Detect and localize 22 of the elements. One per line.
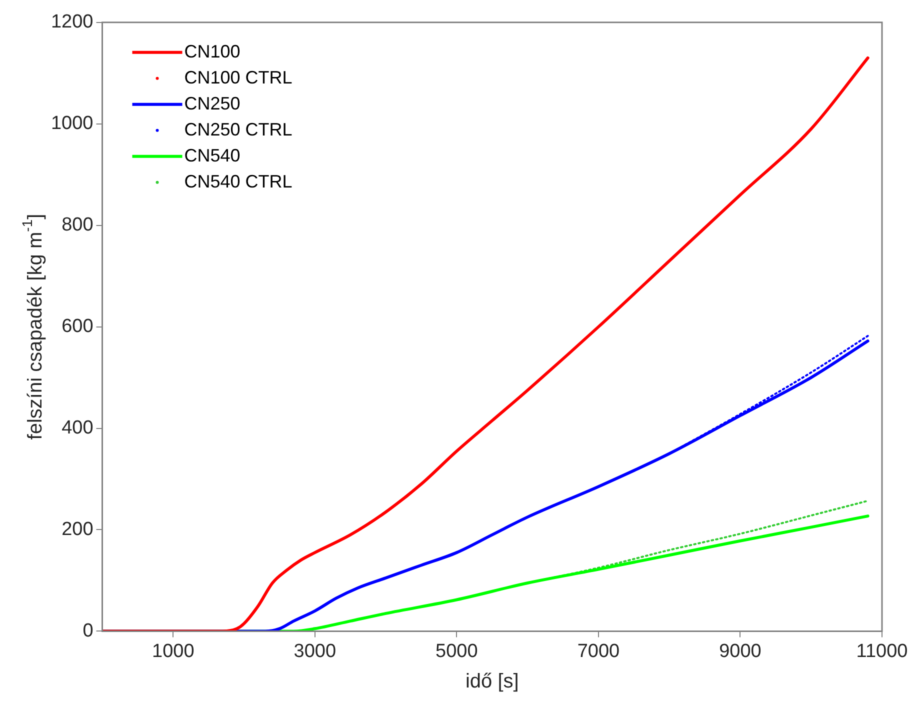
legend-label: CN540 CTRL: [184, 171, 292, 192]
x-tick-label: 11000: [856, 640, 908, 662]
y-tick-label: 200: [62, 518, 94, 540]
y-tick-label: 600: [62, 316, 94, 338]
legend-label: CN540: [184, 145, 240, 166]
x-tick-label: 5000: [436, 640, 478, 662]
y-tick-label: 800: [62, 214, 94, 236]
legend-label: CN100 CTRL: [184, 67, 292, 88]
legend-label: CN250 CTRL: [184, 119, 292, 140]
x-tick-label: 1000: [152, 640, 194, 662]
legend-label: CN100: [184, 41, 240, 62]
x-tick-label: 7000: [577, 640, 620, 662]
y-axis-title: felszíni csapadék [kg m-1]: [18, 214, 47, 440]
legend-label: CN250: [184, 93, 240, 114]
y-tick-label: 1200: [50, 12, 94, 33]
x-tick-label: 9000: [719, 640, 762, 662]
x-axis-title: idő [s]: [465, 670, 519, 693]
line-series: [102, 56, 870, 632]
y-tick-label: 0: [82, 620, 94, 642]
y-tick-label: 1000: [50, 113, 94, 134]
x-tick-label: 3000: [294, 640, 336, 662]
y-tick-label: 400: [62, 418, 94, 438]
